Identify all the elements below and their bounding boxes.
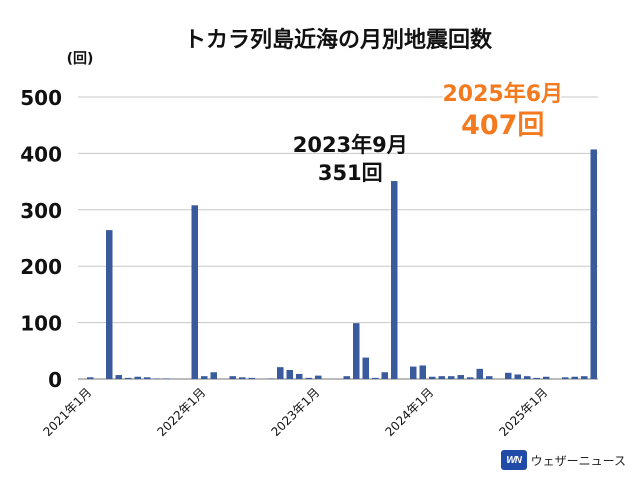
bar — [381, 372, 388, 379]
bar — [248, 377, 255, 379]
bar — [87, 377, 94, 379]
bar — [343, 376, 350, 379]
y-tick-label: 200 — [20, 255, 62, 279]
y-axis-unit-label: (回) — [67, 51, 94, 67]
bar — [191, 205, 198, 379]
bar — [362, 357, 369, 379]
bar — [125, 377, 132, 379]
bar — [134, 376, 141, 379]
bar — [410, 366, 417, 379]
bar — [590, 149, 597, 379]
bar — [286, 369, 293, 379]
bar — [429, 376, 436, 379]
bar — [163, 378, 170, 379]
weathernews-logo: WN ウェザーニュース — [500, 450, 626, 470]
bar — [524, 376, 531, 379]
annotation-date: 2025年6月 — [442, 81, 563, 107]
y-tick-label: 400 — [20, 142, 62, 166]
bar — [486, 376, 493, 379]
x-axis-tick-labels: 2021年1月 2022年1月 2023年1月 2024年1月 2025年1月 — [40, 385, 550, 439]
x-tick-label: 2021年1月 — [40, 385, 94, 439]
bar — [277, 367, 284, 379]
bar — [305, 377, 312, 379]
x-tick-label: 2023年1月 — [268, 385, 322, 439]
y-tick-label: 300 — [20, 199, 62, 223]
chart-title: トカラ列島近海の月別地震回数 — [184, 27, 493, 53]
annotations: 2023年9月 351回 2025年6月 407回 — [293, 80, 565, 186]
bar — [543, 376, 550, 379]
bar — [144, 377, 151, 379]
y-axis-tick-labels: 0 100 200 300 400 500 — [20, 86, 62, 392]
annotation-date: 2023年9月 — [293, 133, 408, 157]
bars — [87, 149, 597, 379]
bar — [581, 376, 588, 379]
logo-badge-icon: WN — [500, 450, 527, 470]
bar — [419, 365, 426, 379]
bar — [106, 230, 113, 379]
bar — [457, 375, 464, 379]
bar — [201, 376, 208, 379]
bar — [210, 372, 217, 379]
annotation-count: 351回 — [318, 161, 383, 185]
y-tick-label: 100 — [20, 312, 62, 336]
bar — [229, 376, 236, 379]
bar — [115, 375, 122, 379]
x-tick-label: 2025年1月 — [496, 385, 550, 439]
bar — [372, 377, 379, 379]
bar — [296, 373, 303, 379]
bar — [533, 377, 540, 379]
logo-text: ウェザーニュース — [530, 453, 626, 468]
bar — [239, 377, 246, 379]
bar — [153, 378, 160, 379]
bar — [448, 376, 455, 379]
bar — [476, 368, 483, 379]
bar — [562, 377, 569, 379]
annotation-count: 407回 — [461, 110, 544, 141]
y-tick-label: 500 — [20, 86, 62, 110]
bar — [267, 378, 274, 379]
bar — [571, 376, 578, 379]
bar — [467, 377, 474, 379]
y-tick-label: 0 — [48, 368, 62, 392]
bar — [353, 323, 360, 379]
bar — [391, 181, 398, 379]
x-tick-label: 2024年1月 — [382, 385, 436, 439]
bar — [505, 372, 512, 379]
x-tick-label: 2022年1月 — [154, 385, 208, 439]
bar — [438, 376, 445, 379]
bar — [315, 375, 322, 379]
bar — [514, 374, 521, 379]
